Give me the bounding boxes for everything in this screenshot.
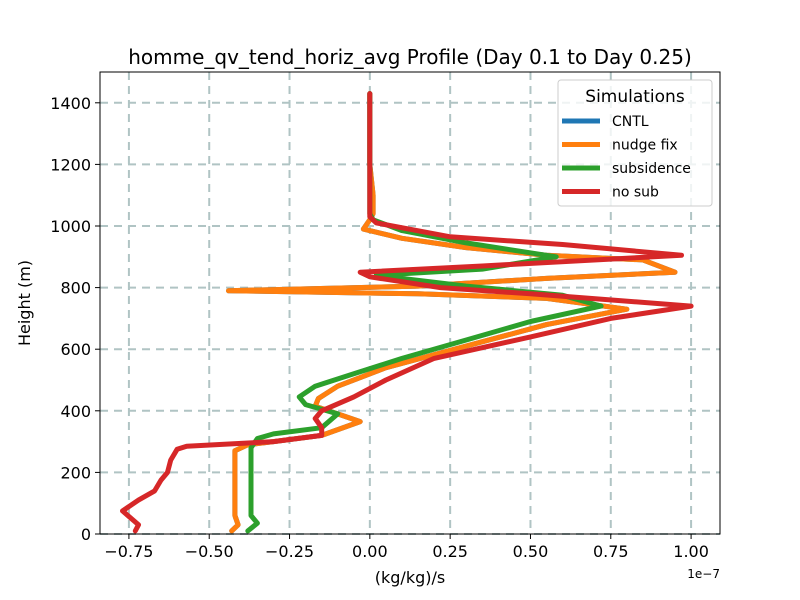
y-tick-label: 600 — [60, 340, 91, 359]
legend-items: CNTL nudge fix subsidence no sub — [562, 114, 691, 201]
y-tick-label: 800 — [60, 279, 91, 298]
y-tick-label: 400 — [60, 402, 91, 421]
x-tick-label: 1.00 — [673, 542, 709, 561]
plot-frame — [99, 71, 721, 535]
legend-title: Simulations — [585, 87, 685, 107]
chart-title: homme_qv_tend_horiz_avg Profile (Day 0.1… — [128, 45, 692, 69]
series-line-nudge-fix — [226, 91, 678, 534]
x-tick-label: −0.75 — [104, 542, 153, 561]
legend-label-cntl: CNTL — [612, 114, 649, 130]
x-tick-label: 0.25 — [432, 542, 468, 561]
series-line-no-sub — [120, 91, 694, 534]
x-tick-label: 0.50 — [513, 542, 549, 561]
y-axis-label: Height (m) — [15, 260, 34, 346]
y-axis-ticks: 0 200 400 600 800 1000 1200 1400 — [50, 94, 100, 544]
legend: Simulations CNTL nudge fix subsidence no su… — [557, 79, 713, 207]
y-tick-label: 1000 — [50, 217, 91, 236]
y-tick-label: 1200 — [50, 155, 91, 174]
x-tick-label: 0.00 — [352, 542, 388, 561]
x-tick-label: 0.75 — [593, 542, 629, 561]
legend-label-no-sub: no sub — [612, 185, 659, 201]
x-axis-offset-label: 1e−7 — [687, 567, 720, 581]
series-lines — [120, 91, 694, 534]
x-axis-label: (kg/kg)/s — [375, 568, 445, 587]
legend-box — [557, 79, 713, 207]
y-tick-label: 1400 — [50, 94, 91, 113]
y-tick-label: 0 — [81, 525, 91, 544]
legend-label-subsidence: subsidence — [612, 161, 691, 177]
legend-label-nudge-fix: nudge fix — [612, 138, 678, 154]
x-axis-ticks: −0.75 −0.50 −0.25 0.00 0.25 0.50 0.75 1.00 — [104, 534, 709, 561]
x-tick-label: −0.50 — [185, 542, 234, 561]
y-tick-label: 200 — [60, 463, 91, 482]
x-tick-label: −0.25 — [265, 542, 314, 561]
